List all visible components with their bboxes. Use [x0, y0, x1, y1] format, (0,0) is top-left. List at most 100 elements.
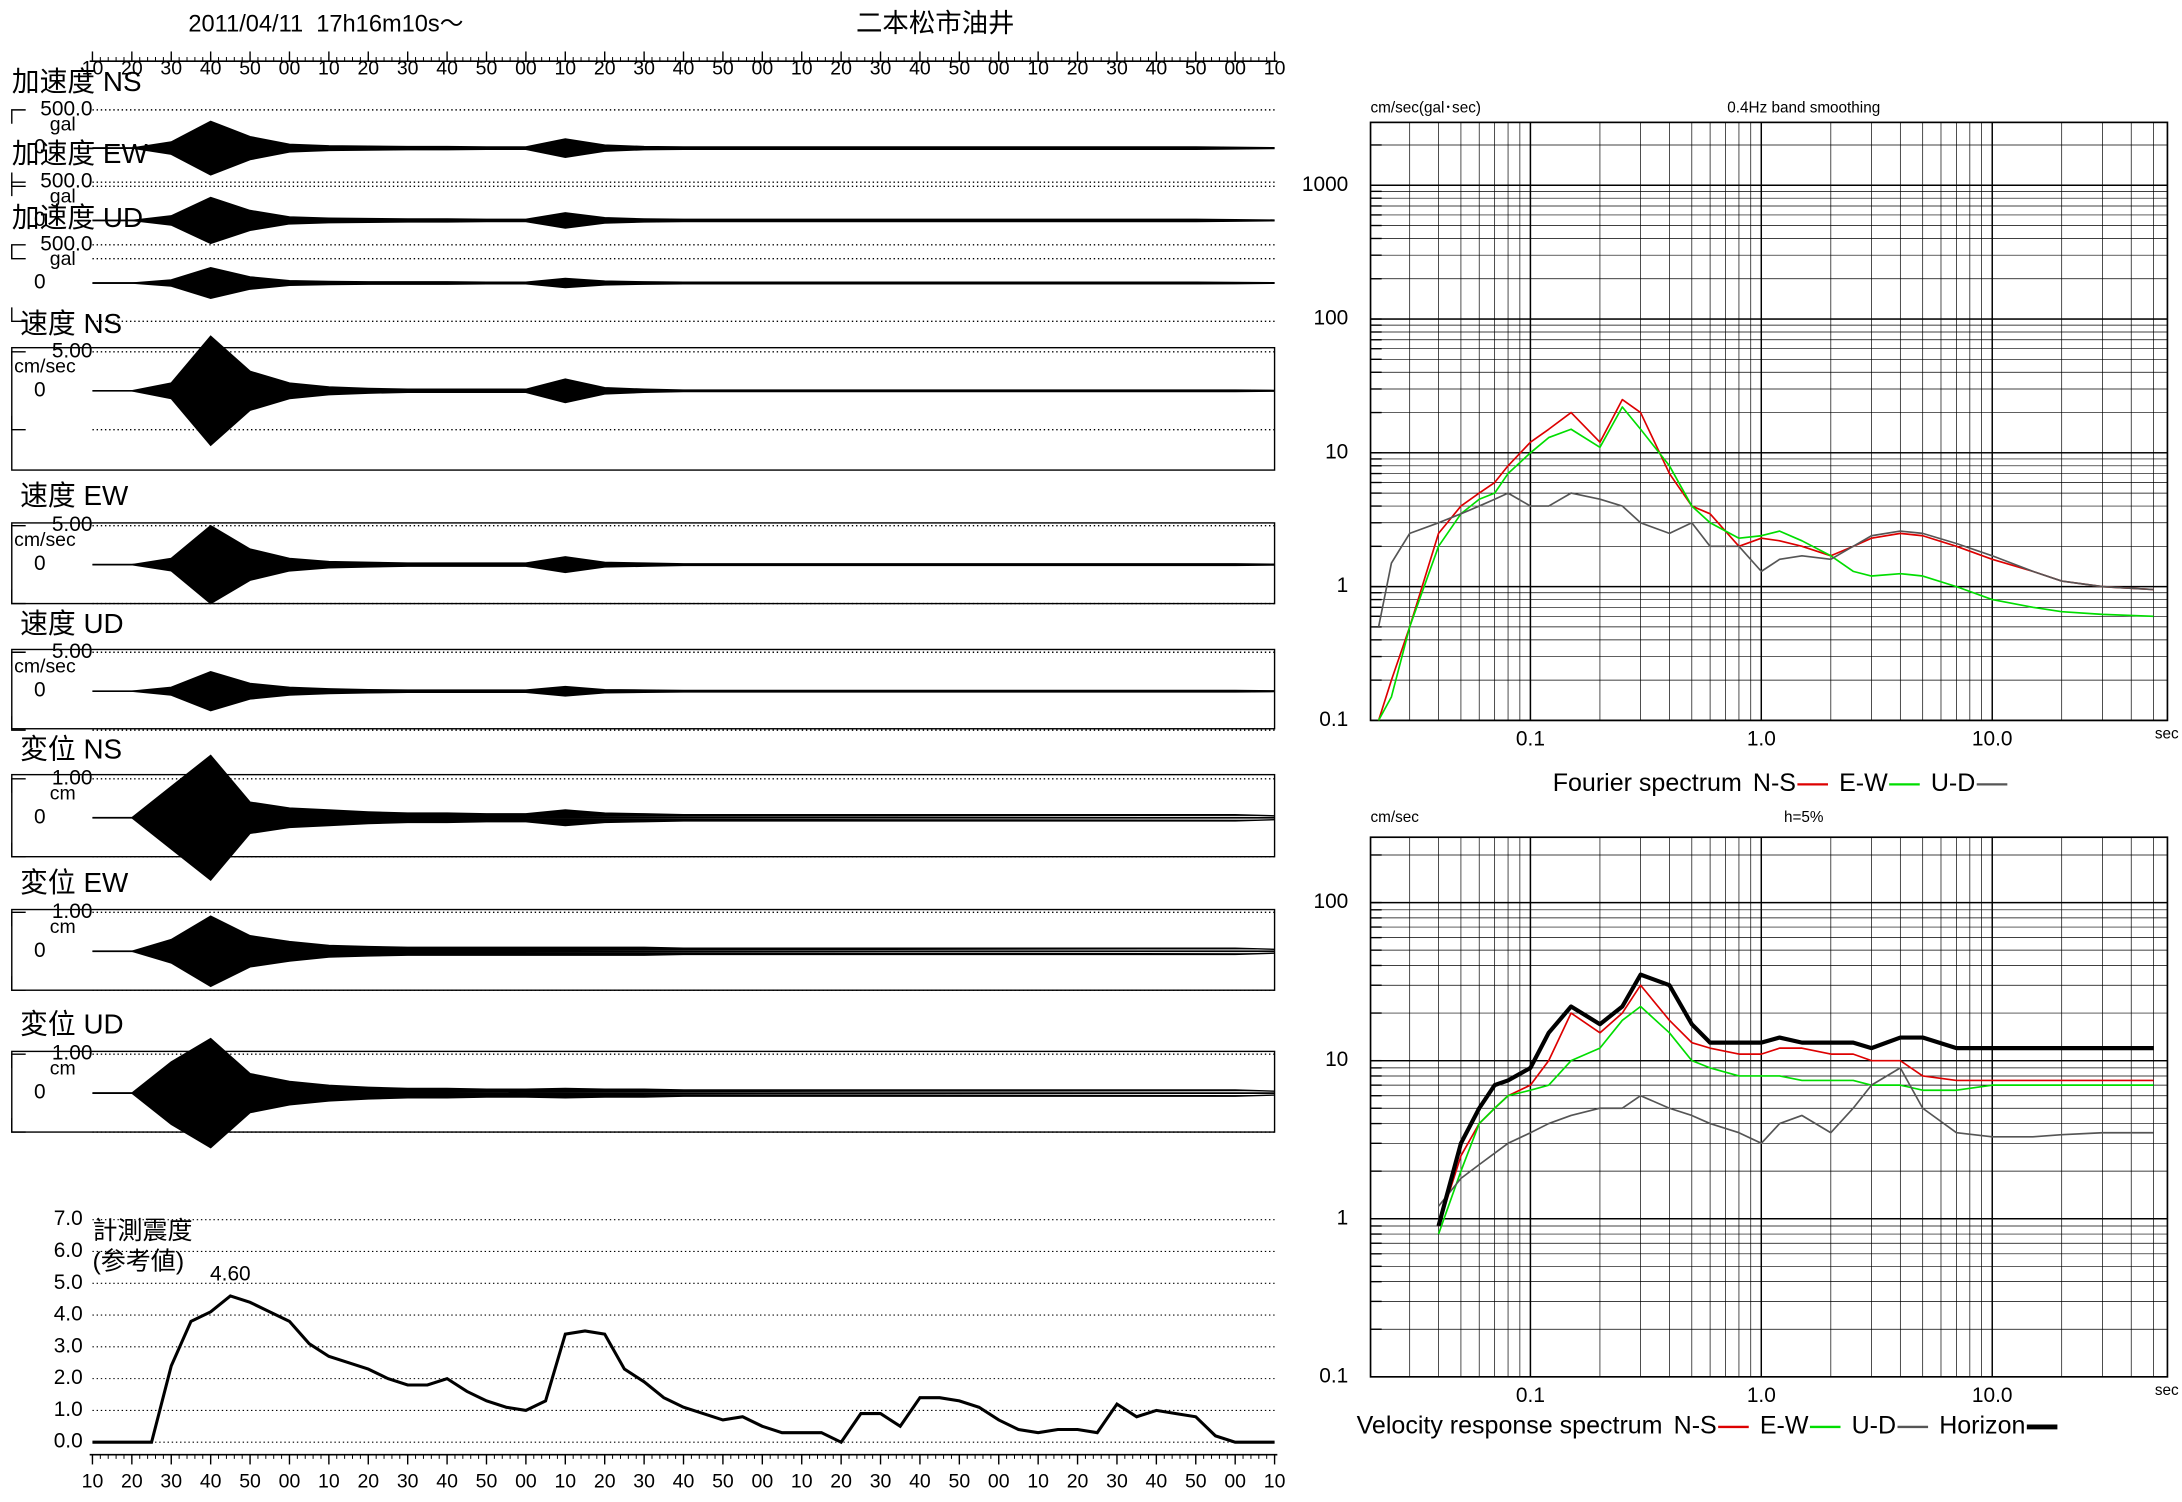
x-tick-label: 0.1 — [1516, 727, 1545, 750]
scale-label: 5.00 — [52, 339, 93, 362]
time-tick-label: 50 — [949, 1471, 971, 1493]
scale-label: 5.00 — [52, 640, 93, 663]
scale-label: 0 — [34, 805, 46, 828]
trace-title: 変位 UD — [20, 1009, 123, 1040]
time-tick-label: 40 — [200, 1471, 222, 1493]
scale-unit: cm — [50, 916, 76, 938]
time-tick-label: 30 — [397, 1471, 419, 1493]
time-tick-label: 40 — [673, 1471, 695, 1493]
y-tick-label: 1 — [1337, 574, 1349, 597]
time-tick-label: 20 — [357, 1471, 379, 1493]
scale-label: 5.00 — [52, 513, 93, 536]
time-tick-label: 10 — [791, 1471, 813, 1493]
waveform-envelope — [92, 196, 1275, 222]
time-tick-label: 30 — [160, 1471, 182, 1493]
y-tick-label: 100 — [1313, 890, 1348, 913]
time-tick-label: 10 — [791, 58, 813, 80]
waveform-envelope — [92, 915, 1275, 952]
time-tick-label: 10 — [82, 58, 104, 80]
chart-note: 0.4Hz band smoothing — [1727, 100, 1880, 117]
time-tick-label: 30 — [870, 1471, 892, 1493]
spectrum-line — [1437, 1067, 2154, 1207]
spectrum-line — [1377, 398, 2154, 721]
y-tick-label: 1 — [1337, 1206, 1349, 1229]
legend-label: N-S — [1753, 769, 1796, 797]
waveform-envelope — [92, 690, 1275, 712]
x-tick-label: 0.1 — [1516, 1384, 1545, 1407]
x-unit: sec — [2155, 725, 2179, 742]
trace-title: 変位 NS — [20, 733, 122, 764]
scale-bracket — [11, 351, 26, 431]
time-tick-label: 00 — [988, 58, 1010, 80]
time-tick-label: 50 — [1185, 1471, 1207, 1493]
spectrum-line — [1377, 492, 2154, 628]
waveform-envelope — [92, 1092, 1275, 1149]
time-tick-label: 00 — [1224, 58, 1246, 80]
scale-label: 0 — [34, 552, 46, 575]
time-tick-label: 40 — [673, 58, 695, 80]
time-tick-label: 10 — [318, 58, 340, 80]
time-tick-label: 50 — [239, 58, 261, 80]
spectrum-line — [1437, 1005, 2154, 1235]
time-tick-label: 10 — [1264, 58, 1286, 80]
time-tick-label: 00 — [279, 1471, 301, 1493]
time-tick-label: 30 — [397, 58, 419, 80]
time-tick-label: 00 — [515, 58, 537, 80]
spectrum-line — [1437, 984, 2154, 1227]
time-tick-label: 50 — [476, 1471, 498, 1493]
time-tick-label: 30 — [1106, 1471, 1128, 1493]
trace-title: 加速度 UD — [12, 202, 143, 233]
waveform-envelope — [92, 524, 1275, 566]
trace-title: 速度 UD — [20, 608, 123, 639]
y-tick-label: 0.1 — [1319, 1364, 1348, 1387]
time-tick-label: 50 — [1185, 58, 1207, 80]
legend-label: E-W — [1839, 769, 1888, 797]
waveform-envelope — [92, 282, 1275, 300]
trace-title: 速度 NS — [20, 308, 122, 339]
time-tick-label: 30 — [1106, 58, 1128, 80]
legend-label: U-D — [1852, 1412, 1896, 1440]
scale-bracket — [11, 911, 26, 991]
time-tick-label: 30 — [870, 58, 892, 80]
time-tick-label: 10 — [554, 1471, 576, 1493]
y-tick-label: 7.0 — [54, 1207, 83, 1230]
waveform-envelope — [92, 950, 1275, 988]
waveform-envelope — [92, 266, 1275, 284]
time-tick-label: 10 — [554, 58, 576, 80]
scale-label: 1.00 — [52, 1042, 93, 1065]
record-date: 2011/04/11 17h16m10s〜 — [188, 11, 463, 37]
trace-title: 変位 EW — [20, 867, 129, 898]
trace-title: 加速度 NS — [12, 66, 142, 97]
time-tick-label: 30 — [633, 1471, 655, 1493]
scale-label: 0 — [34, 208, 46, 231]
scale-unit: cm — [50, 782, 76, 804]
time-tick-label: 50 — [476, 58, 498, 80]
trace-title: 速度 EW — [20, 480, 129, 511]
y-tick-label: 0.1 — [1319, 708, 1348, 731]
y-tick-label: 0.0 — [54, 1430, 83, 1453]
y-tick-label: 6.0 — [54, 1239, 83, 1262]
legend-title: Velocity response spectrum — [1357, 1412, 1663, 1440]
scale-label: 0 — [34, 1081, 46, 1104]
waveform-envelope — [92, 219, 1275, 245]
time-tick-label: 10 — [1027, 1471, 1049, 1493]
waveform-envelope — [92, 563, 1275, 605]
scale-bracket — [11, 651, 26, 731]
spectrum-line — [1436, 972, 2154, 1227]
spectrum-line — [1377, 406, 2154, 721]
scale-label: 1.00 — [52, 900, 93, 923]
waveform-envelope — [92, 754, 1275, 819]
time-tick-label: 00 — [751, 58, 773, 80]
scale-unit: cm/sec — [14, 656, 76, 678]
time-tick-label: 00 — [751, 1471, 773, 1493]
peak-label: 4.60 — [210, 1263, 251, 1286]
legend-label: U-D — [1931, 769, 1975, 797]
y-tick-label: 2.0 — [54, 1366, 83, 1389]
time-tick-label: 20 — [357, 58, 379, 80]
time-tick-label: 50 — [712, 1471, 734, 1493]
waveform-envelope — [92, 335, 1275, 392]
scale-label: 0 — [34, 378, 46, 401]
time-tick-label: 00 — [279, 58, 301, 80]
